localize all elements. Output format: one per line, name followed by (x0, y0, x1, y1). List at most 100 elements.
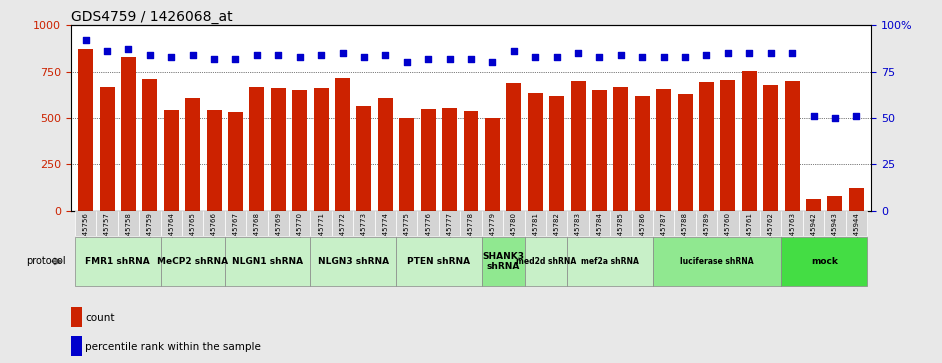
Point (335, 50, 350, 56)
Point (250, 52, 265, 58)
Point (100, 48, 115, 54)
Text: GSM1145780: GSM1145780 (511, 212, 517, 259)
Bar (375, 211, 396, 236)
Text: GSM1145774: GSM1145774 (382, 212, 388, 259)
Text: GSM1145776: GSM1145776 (425, 212, 431, 259)
Text: NLGN1 shRNA: NLGN1 shRNA (232, 257, 303, 266)
Bar (311, 211, 332, 236)
Point (270, 52, 285, 58)
Bar (653, 211, 674, 236)
Bar (72, 307, 82, 327)
Bar (785, 81, 800, 211)
Text: SHANK3
shRNA: SHANK3 shRNA (482, 252, 524, 271)
Point (785, 50, 800, 56)
Bar (442, 108, 457, 211)
Bar (741, 71, 756, 211)
Bar (696, 211, 717, 236)
Bar (631, 211, 653, 236)
Bar (164, 110, 179, 211)
Text: luciferase shRNA: luciferase shRNA (680, 257, 754, 266)
Point (849, 113, 864, 119)
Point (314, 52, 329, 58)
Text: count: count (85, 313, 115, 323)
Text: GSM1145779: GSM1145779 (490, 212, 495, 259)
Bar (160, 237, 225, 286)
Bar (549, 96, 564, 211)
Bar (567, 237, 653, 286)
Point (657, 54, 672, 60)
Point (164, 54, 179, 60)
Bar (203, 211, 225, 236)
Bar (782, 211, 803, 236)
Point (186, 52, 201, 58)
Point (635, 54, 650, 60)
Text: GSM1145789: GSM1145789 (704, 212, 709, 259)
Text: PTEN shRNA: PTEN shRNA (407, 257, 470, 266)
Bar (292, 90, 307, 211)
Bar (717, 211, 739, 236)
Bar (806, 199, 821, 211)
Bar (250, 87, 265, 211)
Bar (760, 211, 782, 236)
Bar (481, 211, 503, 236)
Bar (100, 87, 115, 211)
Point (485, 60, 500, 65)
Text: GSM1145765: GSM1145765 (189, 212, 196, 259)
Bar (378, 98, 393, 211)
Bar (528, 93, 543, 211)
Text: GSM1145785: GSM1145785 (618, 212, 624, 259)
Bar (72, 336, 82, 356)
Text: GSM1145761: GSM1145761 (746, 212, 753, 259)
Bar (396, 211, 417, 236)
Text: GSM1145773: GSM1145773 (361, 212, 367, 259)
Bar (463, 111, 479, 211)
Point (121, 46, 136, 52)
Bar (396, 237, 481, 286)
Bar (849, 188, 864, 211)
Text: GSM1145942: GSM1145942 (810, 212, 817, 258)
Bar (525, 237, 567, 286)
Text: GSM1145760: GSM1145760 (725, 212, 731, 259)
Bar (824, 211, 846, 236)
Text: GSM1145944: GSM1145944 (853, 212, 859, 258)
Bar (96, 211, 118, 236)
Text: GSM1145784: GSM1145784 (596, 212, 603, 259)
Bar (225, 237, 311, 286)
Point (506, 48, 521, 54)
Bar (289, 211, 311, 236)
Point (721, 50, 736, 56)
Text: GSM1145778: GSM1145778 (468, 212, 474, 259)
Bar (270, 88, 285, 211)
Text: GSM1145766: GSM1145766 (211, 212, 217, 259)
Bar (589, 211, 610, 236)
Bar (782, 237, 867, 286)
Text: GSM1145757: GSM1145757 (104, 212, 110, 259)
Text: percentile rank within the sample: percentile rank within the sample (85, 342, 261, 352)
Bar (353, 211, 375, 236)
Bar (225, 211, 246, 236)
Bar (803, 211, 824, 236)
Point (699, 52, 714, 58)
Text: GSM1145763: GSM1145763 (789, 212, 795, 259)
Point (806, 113, 821, 119)
Point (677, 54, 692, 60)
Text: GSM1145770: GSM1145770 (297, 212, 302, 259)
Text: GSM1145758: GSM1145758 (125, 212, 132, 259)
Bar (827, 196, 842, 211)
Bar (571, 81, 586, 211)
Bar (356, 106, 371, 211)
Bar (699, 82, 714, 211)
Point (763, 50, 778, 56)
Bar (160, 211, 182, 236)
Text: GSM1145771: GSM1145771 (318, 212, 324, 259)
Bar (567, 211, 589, 236)
Bar (206, 110, 221, 211)
Bar (613, 87, 628, 211)
Text: GSM1145781: GSM1145781 (532, 212, 538, 259)
Bar (525, 211, 546, 236)
Bar (653, 237, 782, 286)
Text: GSM1145783: GSM1145783 (575, 212, 581, 259)
Text: GSM1145764: GSM1145764 (169, 212, 174, 259)
Point (613, 52, 628, 58)
Bar (592, 90, 607, 211)
